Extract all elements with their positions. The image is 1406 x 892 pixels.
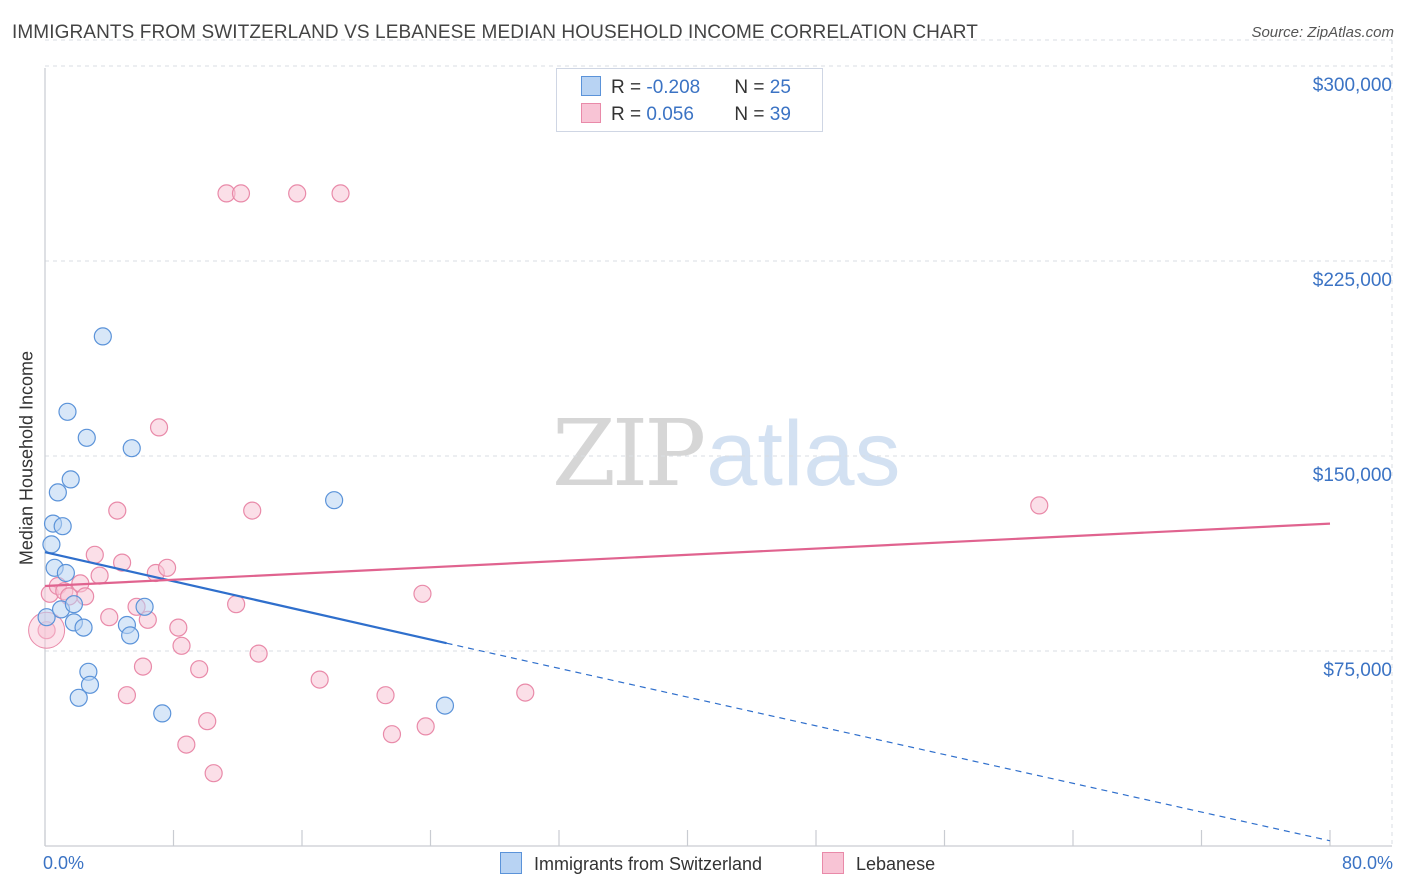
gridlines xyxy=(45,39,1393,846)
lebanese-point xyxy=(190,660,209,679)
bottom-legend-swatch-switzerland xyxy=(500,852,522,874)
legend-row-switzerland: R = -0.208 N = 25 xyxy=(581,76,791,100)
switzerland-point xyxy=(37,608,56,627)
y-tick-label: $75,000 xyxy=(1323,660,1392,681)
switzerland-point xyxy=(42,535,61,554)
lebanese-point xyxy=(416,717,435,736)
bottom-legend-switzerland: Immigrants from Switzerland xyxy=(500,852,762,875)
y-tick-labels: $75,000 $150,000 $225,000 $300,000 xyxy=(1313,75,1392,681)
switzerland-point xyxy=(69,688,88,707)
legend-swatch-switzerland xyxy=(581,76,601,96)
lebanese-point xyxy=(149,418,169,437)
legend-r-value: -0.208 xyxy=(646,77,701,98)
y-tick-label: $225,000 xyxy=(1313,270,1392,291)
lebanese-point xyxy=(117,686,137,705)
lebanese-point xyxy=(227,595,246,614)
source-credit: Source: ZipAtlas.com xyxy=(1251,24,1394,41)
switzerland-point xyxy=(80,675,100,694)
switzerland-point xyxy=(325,491,344,510)
switzerland-point xyxy=(121,626,140,645)
watermark-zip: ZIP xyxy=(552,400,706,507)
legend-row-lebanese: R = 0.056 N = 39 xyxy=(581,103,791,127)
lebanese-point xyxy=(331,184,350,203)
axes xyxy=(44,68,1392,847)
switzerland-point xyxy=(74,618,93,637)
x-tick-label-max: 80.0% xyxy=(1342,853,1393,873)
lebanese-point xyxy=(231,184,251,203)
lebanese-trend-line xyxy=(44,522,1331,588)
lebanese-point xyxy=(157,558,177,577)
legend-r-label: R = xyxy=(611,104,647,125)
legend-n-value: 25 xyxy=(769,77,791,98)
switzerland-trend-line xyxy=(44,551,447,645)
lebanese-point xyxy=(100,608,119,627)
lebanese-point xyxy=(177,735,196,754)
trend-lines xyxy=(44,522,1331,842)
switzerland-point xyxy=(58,402,77,421)
switzerland-point xyxy=(53,517,72,536)
watermark: ZIPatlas xyxy=(552,400,901,507)
lebanese-point xyxy=(198,712,217,731)
lebanese-point xyxy=(1030,496,1049,515)
lebanese-point xyxy=(413,584,432,603)
legend-n-value: 39 xyxy=(769,104,791,125)
watermark-atlas: atlas xyxy=(706,403,901,505)
switzerland-point xyxy=(48,483,67,502)
lebanese-point xyxy=(382,725,402,744)
y-tick-label: $150,000 xyxy=(1313,465,1392,486)
correlation-legend: R = -0.208 N = 25 R = 0.056 N = 39 xyxy=(556,68,823,132)
lebanese-point xyxy=(288,184,307,203)
switzerland-point xyxy=(435,696,455,715)
x-tick-labels: 0.0% 80.0% xyxy=(43,853,1393,873)
lebanese-point xyxy=(112,553,132,572)
legend-r-label: R = xyxy=(611,77,647,98)
switzerland-point xyxy=(93,327,112,346)
legend-n-label: N = xyxy=(734,77,770,98)
lebanese-point xyxy=(169,618,188,637)
switzerland-point xyxy=(56,563,75,583)
lebanese-point xyxy=(85,545,104,564)
switzerland-point xyxy=(135,597,154,616)
switzerland-point xyxy=(122,439,141,458)
chart-title: IMMIGRANTS FROM SWITZERLAND VS LEBANESE … xyxy=(12,22,978,43)
lebanese-point xyxy=(516,683,535,702)
x-tick-label-min: 0.0% xyxy=(43,853,84,873)
legend-n-label: N = xyxy=(734,104,770,125)
switzerland-point xyxy=(77,428,96,447)
lebanese-point xyxy=(172,636,191,655)
lebanese-point xyxy=(108,501,127,520)
lebanese-point xyxy=(376,686,395,705)
lebanese-points xyxy=(28,184,1049,783)
legend-swatch-lebanese xyxy=(581,103,601,123)
lebanese-point xyxy=(249,644,268,663)
switzerland-points xyxy=(37,327,455,723)
switzerland-point xyxy=(64,595,84,614)
switzerland-trend-extension xyxy=(446,642,1331,842)
switzerland-point xyxy=(61,470,80,489)
bottom-legend-label-switzerland: Immigrants from Switzerland xyxy=(534,854,763,874)
y-tick-label: $300,000 xyxy=(1313,75,1392,96)
switzerland-point xyxy=(153,704,172,723)
bottom-legend-swatch-lebanese xyxy=(822,852,844,874)
legend-r-value: 0.056 xyxy=(646,104,694,125)
lebanese-point xyxy=(133,657,153,676)
lebanese-point xyxy=(243,501,262,520)
lebanese-point xyxy=(90,566,109,585)
lebanese-point xyxy=(310,670,329,689)
bottom-legend-lebanese: Lebanese xyxy=(822,852,935,875)
bottom-legend-label-lebanese: Lebanese xyxy=(856,854,936,874)
lebanese-point xyxy=(204,764,223,783)
